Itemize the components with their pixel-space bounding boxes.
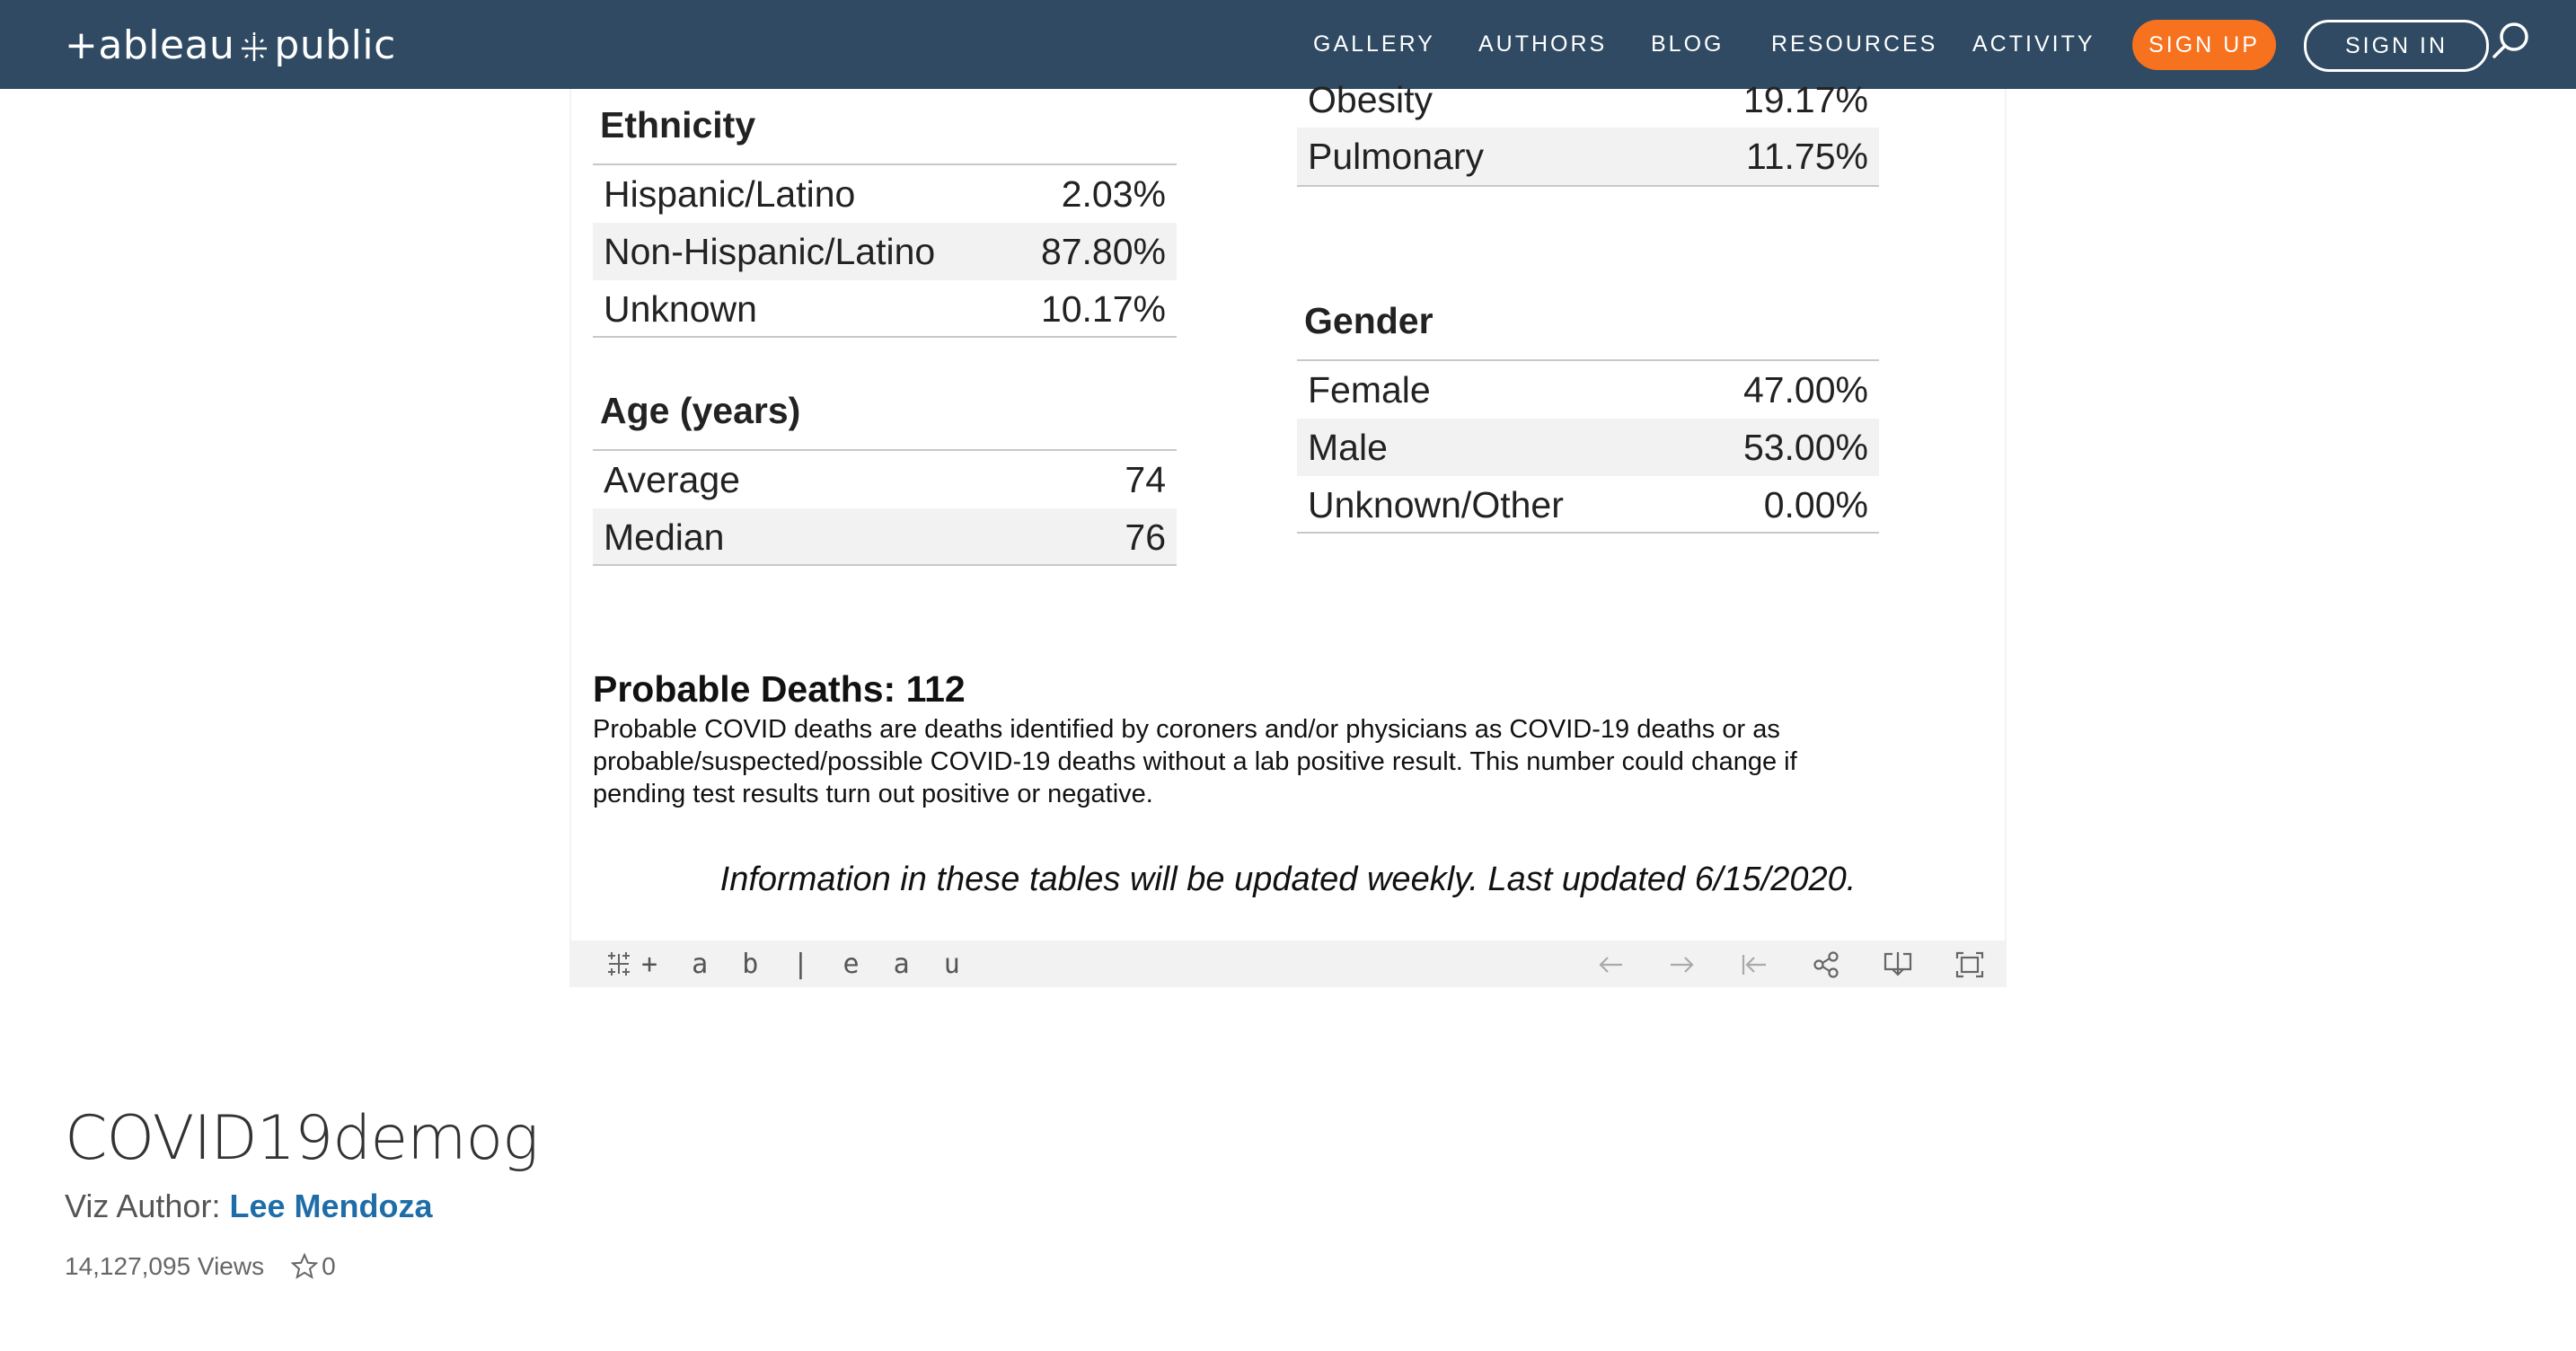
gender-title: Gender — [1304, 300, 1434, 341]
logo-text-left: +ableau — [65, 22, 235, 68]
gender-label: Female — [1308, 368, 1431, 411]
sign-in-button[interactable]: SIGN IN — [2304, 20, 2489, 72]
gender-bottom-rule — [1297, 532, 1879, 534]
nav-blog-label[interactable]: BLOG — [1651, 31, 1725, 57]
ethnicity-label: Hispanic/Latino — [604, 172, 856, 215]
nav-activity[interactable]: ACTIVITY — [1972, 0, 2095, 89]
author-prefix: Viz Author: — [65, 1188, 221, 1224]
nav-activity-label[interactable]: ACTIVITY — [1972, 31, 2095, 57]
logo-text-right: public — [274, 22, 396, 68]
gender-top-rule — [1297, 359, 1879, 361]
gender-value: 53.00% — [1742, 426, 1868, 468]
top-navigation-bar: +ableau public GALLERY AUTHORS BLOG RESO… — [0, 0, 2576, 89]
risk-label: Obesity — [1308, 78, 1433, 120]
nav-authors-label[interactable]: AUTHORS — [1478, 31, 1608, 57]
age-value: 76 — [1125, 516, 1166, 558]
back-icon[interactable] — [1595, 949, 1626, 980]
viz-stats: 14,127,095 Views 0 — [65, 1252, 336, 1281]
view-count: 14,127,095 Views — [65, 1252, 265, 1280]
nav-authors[interactable]: AUTHORS — [1478, 0, 1607, 89]
ethnicity-top-rule — [593, 163, 1177, 165]
share-icon[interactable] — [1811, 949, 1841, 980]
ethnicity-row: Hispanic/Latino 2.03% — [593, 165, 1177, 223]
nav-blog[interactable]: BLOG — [1651, 0, 1724, 89]
ethnicity-value: 10.17% — [1040, 287, 1166, 330]
gender-value: 47.00% — [1742, 368, 1868, 411]
nav-gallery-label[interactable]: GALLERY — [1313, 31, 1435, 57]
ethnicity-value: 2.03% — [1061, 172, 1166, 215]
viz-title: COVID19demog — [65, 1103, 539, 1174]
gender-label: Male — [1308, 426, 1388, 468]
age-top-rule — [593, 449, 1177, 451]
sign-up-button[interactable]: SIGN UP — [2132, 20, 2276, 70]
age-title: Age (years) — [600, 390, 801, 431]
star-icon[interactable] — [290, 1252, 319, 1280]
risk-row-obesity: Obesity 19.17% — [1297, 74, 1879, 126]
ethnicity-row: Non-Hispanic/Latino 87.80% — [593, 223, 1177, 280]
ethnicity-label: Unknown — [604, 287, 757, 330]
logo-sparkle-icon — [238, 29, 270, 61]
age-bottom-rule — [593, 564, 1177, 566]
gender-row: Female 47.00% — [1297, 361, 1879, 419]
last-updated-note: Information in these tables will be upda… — [719, 861, 1857, 898]
forward-icon[interactable] — [1667, 949, 1698, 980]
age-value: 74 — [1125, 458, 1166, 500]
tableau-public-logo[interactable]: +ableau public — [65, 20, 396, 70]
gender-row: Unknown/Other 0.00% — [1297, 476, 1879, 534]
author-line: Viz Author: Lee Mendoza — [65, 1188, 433, 1225]
nav-gallery[interactable]: GALLERY — [1313, 0, 1435, 89]
gender-value: 0.00% — [1763, 483, 1868, 525]
ethnicity-value: 87.80% — [1040, 230, 1166, 272]
risk-value: 19.17% — [1742, 78, 1868, 120]
toolbar-logo-text: + a b | e a u — [641, 948, 969, 980]
nav-resources-label[interactable]: RESOURCES — [1771, 31, 1938, 57]
nav-resources[interactable]: RESOURCES — [1771, 0, 1937, 89]
age-row: Median 76 — [593, 508, 1177, 566]
viz-border-right — [2005, 89, 2007, 940]
author-link[interactable]: Lee Mendoza — [229, 1188, 433, 1224]
viz-toolbar: + a b | e a u — [569, 940, 2007, 987]
age-label: Average — [604, 458, 740, 500]
viz-border-left — [569, 89, 571, 940]
gender-label: Unknown/Other — [1308, 483, 1564, 525]
download-icon[interactable] — [1883, 949, 1913, 980]
ethnicity-title: Ethnicity — [600, 104, 756, 146]
search-icon[interactable] — [2488, 20, 2533, 65]
tableau-cross-icon — [608, 952, 630, 976]
fullscreen-icon[interactable] — [1954, 949, 1985, 980]
tableau-toolbar-logo[interactable]: + a b | e a u — [604, 948, 969, 980]
gender-row: Male 53.00% — [1297, 419, 1879, 476]
probable-deaths-title: Probable Deaths: 112 — [593, 668, 966, 710]
risk-label: Pulmonary — [1308, 135, 1484, 177]
ethnicity-label: Non-Hispanic/Latino — [604, 230, 936, 272]
age-row: Average 74 — [593, 451, 1177, 508]
age-label: Median — [604, 516, 725, 558]
risk-table-bottom-rule — [1297, 185, 1879, 187]
favorite-count: 0 — [322, 1252, 336, 1280]
reset-icon[interactable] — [1739, 949, 1769, 980]
ethnicity-bottom-rule — [593, 336, 1177, 338]
risk-value: 11.75% — [1745, 135, 1868, 177]
ethnicity-row: Unknown 10.17% — [593, 280, 1177, 338]
probable-deaths-description: Probable COVID deaths are deaths identif… — [593, 715, 1797, 808]
risk-row-pulmonary: Pulmonary 11.75% — [1297, 128, 1879, 185]
